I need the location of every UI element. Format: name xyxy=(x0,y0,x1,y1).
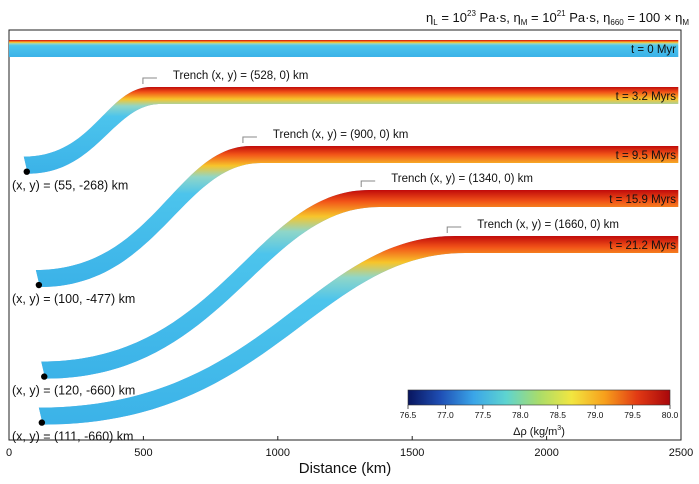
time-label: t = 15.9 Myrs xyxy=(609,194,676,206)
trench-marker xyxy=(142,77,157,84)
x-tick-label: 2000 xyxy=(534,447,558,459)
annotation-layer: Trench (x, y) = (528, 0) km (x, y) = (55,… xyxy=(12,70,619,444)
slab-snapshot-0: t = 0 Myr xyxy=(9,40,679,57)
slab-snapshot-4: t = 21.2 Myrs xyxy=(38,236,679,425)
colorbar-tick-label: 78.0 xyxy=(512,410,529,420)
time-label: t = 3.2 Myrs xyxy=(616,91,677,103)
trench-marker xyxy=(242,136,257,143)
slab-tip-dot xyxy=(35,281,43,289)
colorbar-ticks: 76.5 77.0 77.5 78.0 78.5 79.0 79.5 80.0 xyxy=(400,405,679,420)
trench-label: Trench (x, y) = (1660, 0) km xyxy=(477,219,619,231)
trench-label: Trench (x, y) = (1340, 0) km xyxy=(391,173,533,185)
colorbar-tick-label: 78.5 xyxy=(549,410,566,420)
time-label: t = 21.2 Myrs xyxy=(609,240,676,252)
colorbar: 76.5 77.0 77.5 78.0 78.5 79.0 79.5 80.0 Δρ (kg/… xyxy=(400,389,679,438)
x-tick-label: 500 xyxy=(134,447,152,459)
colorbar-tick-label: 77.5 xyxy=(475,410,492,420)
colorbar-tick-label: 76.5 xyxy=(400,410,417,420)
plot-frame xyxy=(8,29,682,441)
trench-label: Trench (x, y) = (900, 0) km xyxy=(273,129,408,141)
trench-marker xyxy=(360,180,376,187)
slab-body xyxy=(23,87,679,174)
chart-title: ηL = 1023 Pa·s, ηM = 1021 Pa·s, η660 = 1… xyxy=(426,9,689,27)
slab-body xyxy=(9,40,679,57)
tip-label: (x, y) = (111, -660) km xyxy=(12,430,133,444)
colorbar-label: Δρ (kg/m3) xyxy=(513,425,565,438)
tip-label: (x, y) = (55, -268) km xyxy=(12,179,128,193)
x-axis-label: Distance (km) xyxy=(299,460,392,477)
slab-layer: t = 0 Myr t = 3.2 Myrs t = 9.5 Myrs t = 15.… xyxy=(9,40,679,425)
tip-label: (x, y) = (120, -660) km xyxy=(12,384,135,398)
colorbar-tick-label: 79.0 xyxy=(587,410,604,420)
slab-body xyxy=(41,190,679,379)
colorbar-tick-label: 80.0 xyxy=(662,410,679,420)
colorbar-tick-label: 77.0 xyxy=(437,410,454,420)
colorbar-ramp xyxy=(407,389,671,406)
slab-body xyxy=(35,146,679,288)
slab-tip-dot xyxy=(23,168,30,175)
x-tick-label: 1000 xyxy=(266,447,290,459)
slab-tip-dot xyxy=(38,419,46,426)
slab-snapshot-2: t = 9.5 Myrs xyxy=(35,146,679,288)
slab-snapshot-1: t = 3.2 Myrs xyxy=(23,87,679,174)
time-label: t = 0 Myr xyxy=(631,44,676,56)
x-tick-label: 2500 xyxy=(669,447,693,459)
trench-marker xyxy=(446,226,462,233)
trench-label: Trench (x, y) = (528, 0) km xyxy=(173,70,308,82)
slab-body xyxy=(38,236,679,425)
tip-label: (x, y) = (100, -477) km xyxy=(12,292,135,306)
x-tick-label: 0 xyxy=(6,447,12,459)
slab-snapshot-3: t = 15.9 Myrs xyxy=(41,190,679,379)
x-tick-label: 1500 xyxy=(400,447,424,459)
time-label: t = 9.5 Myrs xyxy=(616,150,677,162)
x-axis: 0 500 1000 1500 2000 2500 xyxy=(6,436,693,459)
slab-tip-dot xyxy=(41,373,48,380)
colorbar-tick-label: 79.5 xyxy=(624,410,641,420)
